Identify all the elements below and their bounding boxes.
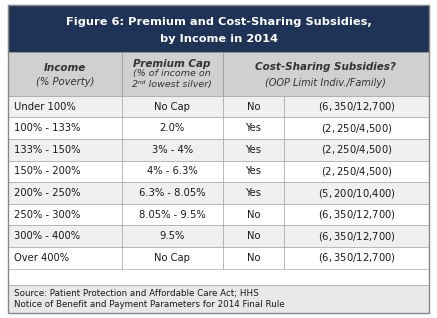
- Text: No Cap: No Cap: [154, 101, 190, 112]
- Bar: [223, 182, 284, 204]
- Bar: [284, 247, 429, 269]
- Bar: [223, 161, 284, 182]
- Text: 6.3% - 8.05%: 6.3% - 8.05%: [139, 188, 205, 198]
- Text: Source: Patient Protection and Affordable Care Act; HHS
Notice of Benefit and Pa: Source: Patient Protection and Affordabl…: [14, 289, 284, 309]
- Bar: [8, 139, 121, 161]
- Text: No: No: [246, 101, 260, 112]
- Text: 9.5%: 9.5%: [160, 231, 185, 241]
- Bar: [121, 204, 223, 225]
- Bar: [8, 182, 121, 204]
- Bar: [8, 285, 429, 313]
- Bar: [8, 225, 121, 247]
- Bar: [8, 161, 121, 182]
- Text: ($5,200 / $10,400): ($5,200 / $10,400): [318, 187, 395, 199]
- Bar: [223, 117, 284, 139]
- Bar: [284, 182, 429, 204]
- Bar: [121, 117, 223, 139]
- Text: ($6,350 / $12,700): ($6,350 / $12,700): [318, 252, 395, 264]
- Text: Under 100%: Under 100%: [14, 101, 76, 112]
- Text: 100% - 133%: 100% - 133%: [14, 123, 80, 133]
- Text: Yes: Yes: [245, 166, 261, 176]
- Text: (% Poverty): (% Poverty): [35, 77, 94, 87]
- Text: Figure 6: Premium and Cost-Sharing Subsidies,: Figure 6: Premium and Cost-Sharing Subsi…: [66, 17, 371, 27]
- Bar: [284, 117, 429, 139]
- Text: Yes: Yes: [245, 123, 261, 133]
- Bar: [121, 96, 223, 117]
- Bar: [121, 182, 223, 204]
- Bar: [8, 96, 121, 117]
- Bar: [8, 204, 121, 225]
- Text: 133% - 150%: 133% - 150%: [14, 145, 80, 155]
- Bar: [284, 139, 429, 161]
- Text: ($6,350 / $12,700): ($6,350 / $12,700): [318, 230, 395, 243]
- Text: Income: Income: [44, 63, 86, 73]
- Text: No: No: [246, 231, 260, 241]
- Text: (% of income on: (% of income on: [133, 69, 211, 78]
- Bar: [8, 52, 121, 96]
- Text: 2.0%: 2.0%: [160, 123, 185, 133]
- Text: 3% - 4%: 3% - 4%: [152, 145, 193, 155]
- Text: (OOP Limit Indiv./Family): (OOP Limit Indiv./Family): [266, 78, 386, 87]
- Bar: [223, 96, 284, 117]
- Bar: [8, 5, 429, 52]
- Text: ($6,350 / $12,700): ($6,350 / $12,700): [318, 208, 395, 221]
- Text: No: No: [246, 210, 260, 220]
- Text: Cost-Sharing Subsidies?: Cost-Sharing Subsidies?: [256, 62, 396, 72]
- Text: 150% - 200%: 150% - 200%: [14, 166, 80, 176]
- Text: ($2,250 / $4,500): ($2,250 / $4,500): [321, 165, 392, 178]
- Bar: [284, 161, 429, 182]
- Bar: [121, 139, 223, 161]
- Bar: [121, 247, 223, 269]
- Text: ($2,250 / $4,500): ($2,250 / $4,500): [321, 122, 392, 135]
- Text: Yes: Yes: [245, 145, 261, 155]
- Text: 300% - 400%: 300% - 400%: [14, 231, 80, 241]
- Bar: [223, 204, 284, 225]
- Bar: [121, 161, 223, 182]
- Bar: [284, 96, 429, 117]
- Bar: [284, 204, 429, 225]
- Bar: [121, 225, 223, 247]
- Bar: [223, 52, 429, 96]
- Text: No Cap: No Cap: [154, 253, 190, 263]
- Bar: [8, 247, 121, 269]
- Bar: [121, 52, 223, 96]
- Bar: [223, 139, 284, 161]
- Text: 4% - 6.3%: 4% - 6.3%: [147, 166, 198, 176]
- Text: Yes: Yes: [245, 188, 261, 198]
- Text: Over 400%: Over 400%: [14, 253, 69, 263]
- Text: Premium Cap: Premium Cap: [133, 59, 211, 69]
- Text: ($6,350 / $12,700): ($6,350 / $12,700): [318, 100, 395, 113]
- Text: 200% - 250%: 200% - 250%: [14, 188, 80, 198]
- Text: by Income in 2014: by Income in 2014: [160, 34, 277, 44]
- Text: 2ⁿᵈ lowest silver): 2ⁿᵈ lowest silver): [132, 80, 212, 89]
- Text: 250% - 300%: 250% - 300%: [14, 210, 80, 220]
- Bar: [284, 225, 429, 247]
- Text: No: No: [246, 253, 260, 263]
- Bar: [223, 225, 284, 247]
- Text: 8.05% - 9.5%: 8.05% - 9.5%: [139, 210, 205, 220]
- Text: ($2,250 / $4,500): ($2,250 / $4,500): [321, 143, 392, 156]
- Bar: [223, 247, 284, 269]
- Bar: [8, 117, 121, 139]
